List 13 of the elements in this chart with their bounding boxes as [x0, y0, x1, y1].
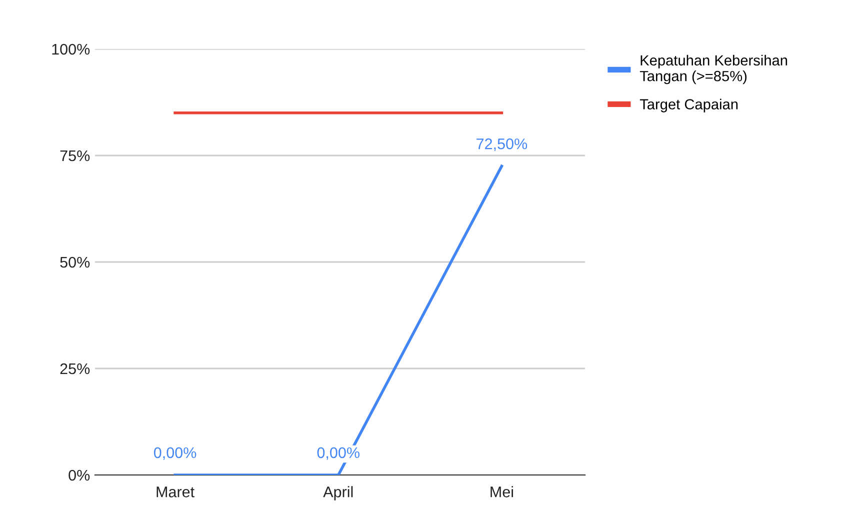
- x-tick-label: April: [323, 486, 353, 500]
- y-tick-label: 75%: [60, 150, 90, 162]
- y-tick-label: 0%: [68, 470, 90, 481]
- y-tick-label: 50%: [60, 256, 90, 268]
- data-label: 72,50%: [476, 138, 528, 152]
- y-tick-label: 25%: [60, 363, 90, 374]
- y-tick-label: 100%: [52, 44, 90, 55]
- x-tick-label: Maret: [156, 486, 194, 498]
- legend-label: Target Capaian: [640, 98, 738, 112]
- x-tick-label: Mei: [490, 486, 513, 498]
- data-label: 0,00%: [154, 447, 196, 460]
- legend-label: Kepatuhan Kebersihan Tangan (>=85%): [640, 54, 788, 84]
- data-label: 0,00%: [317, 447, 360, 460]
